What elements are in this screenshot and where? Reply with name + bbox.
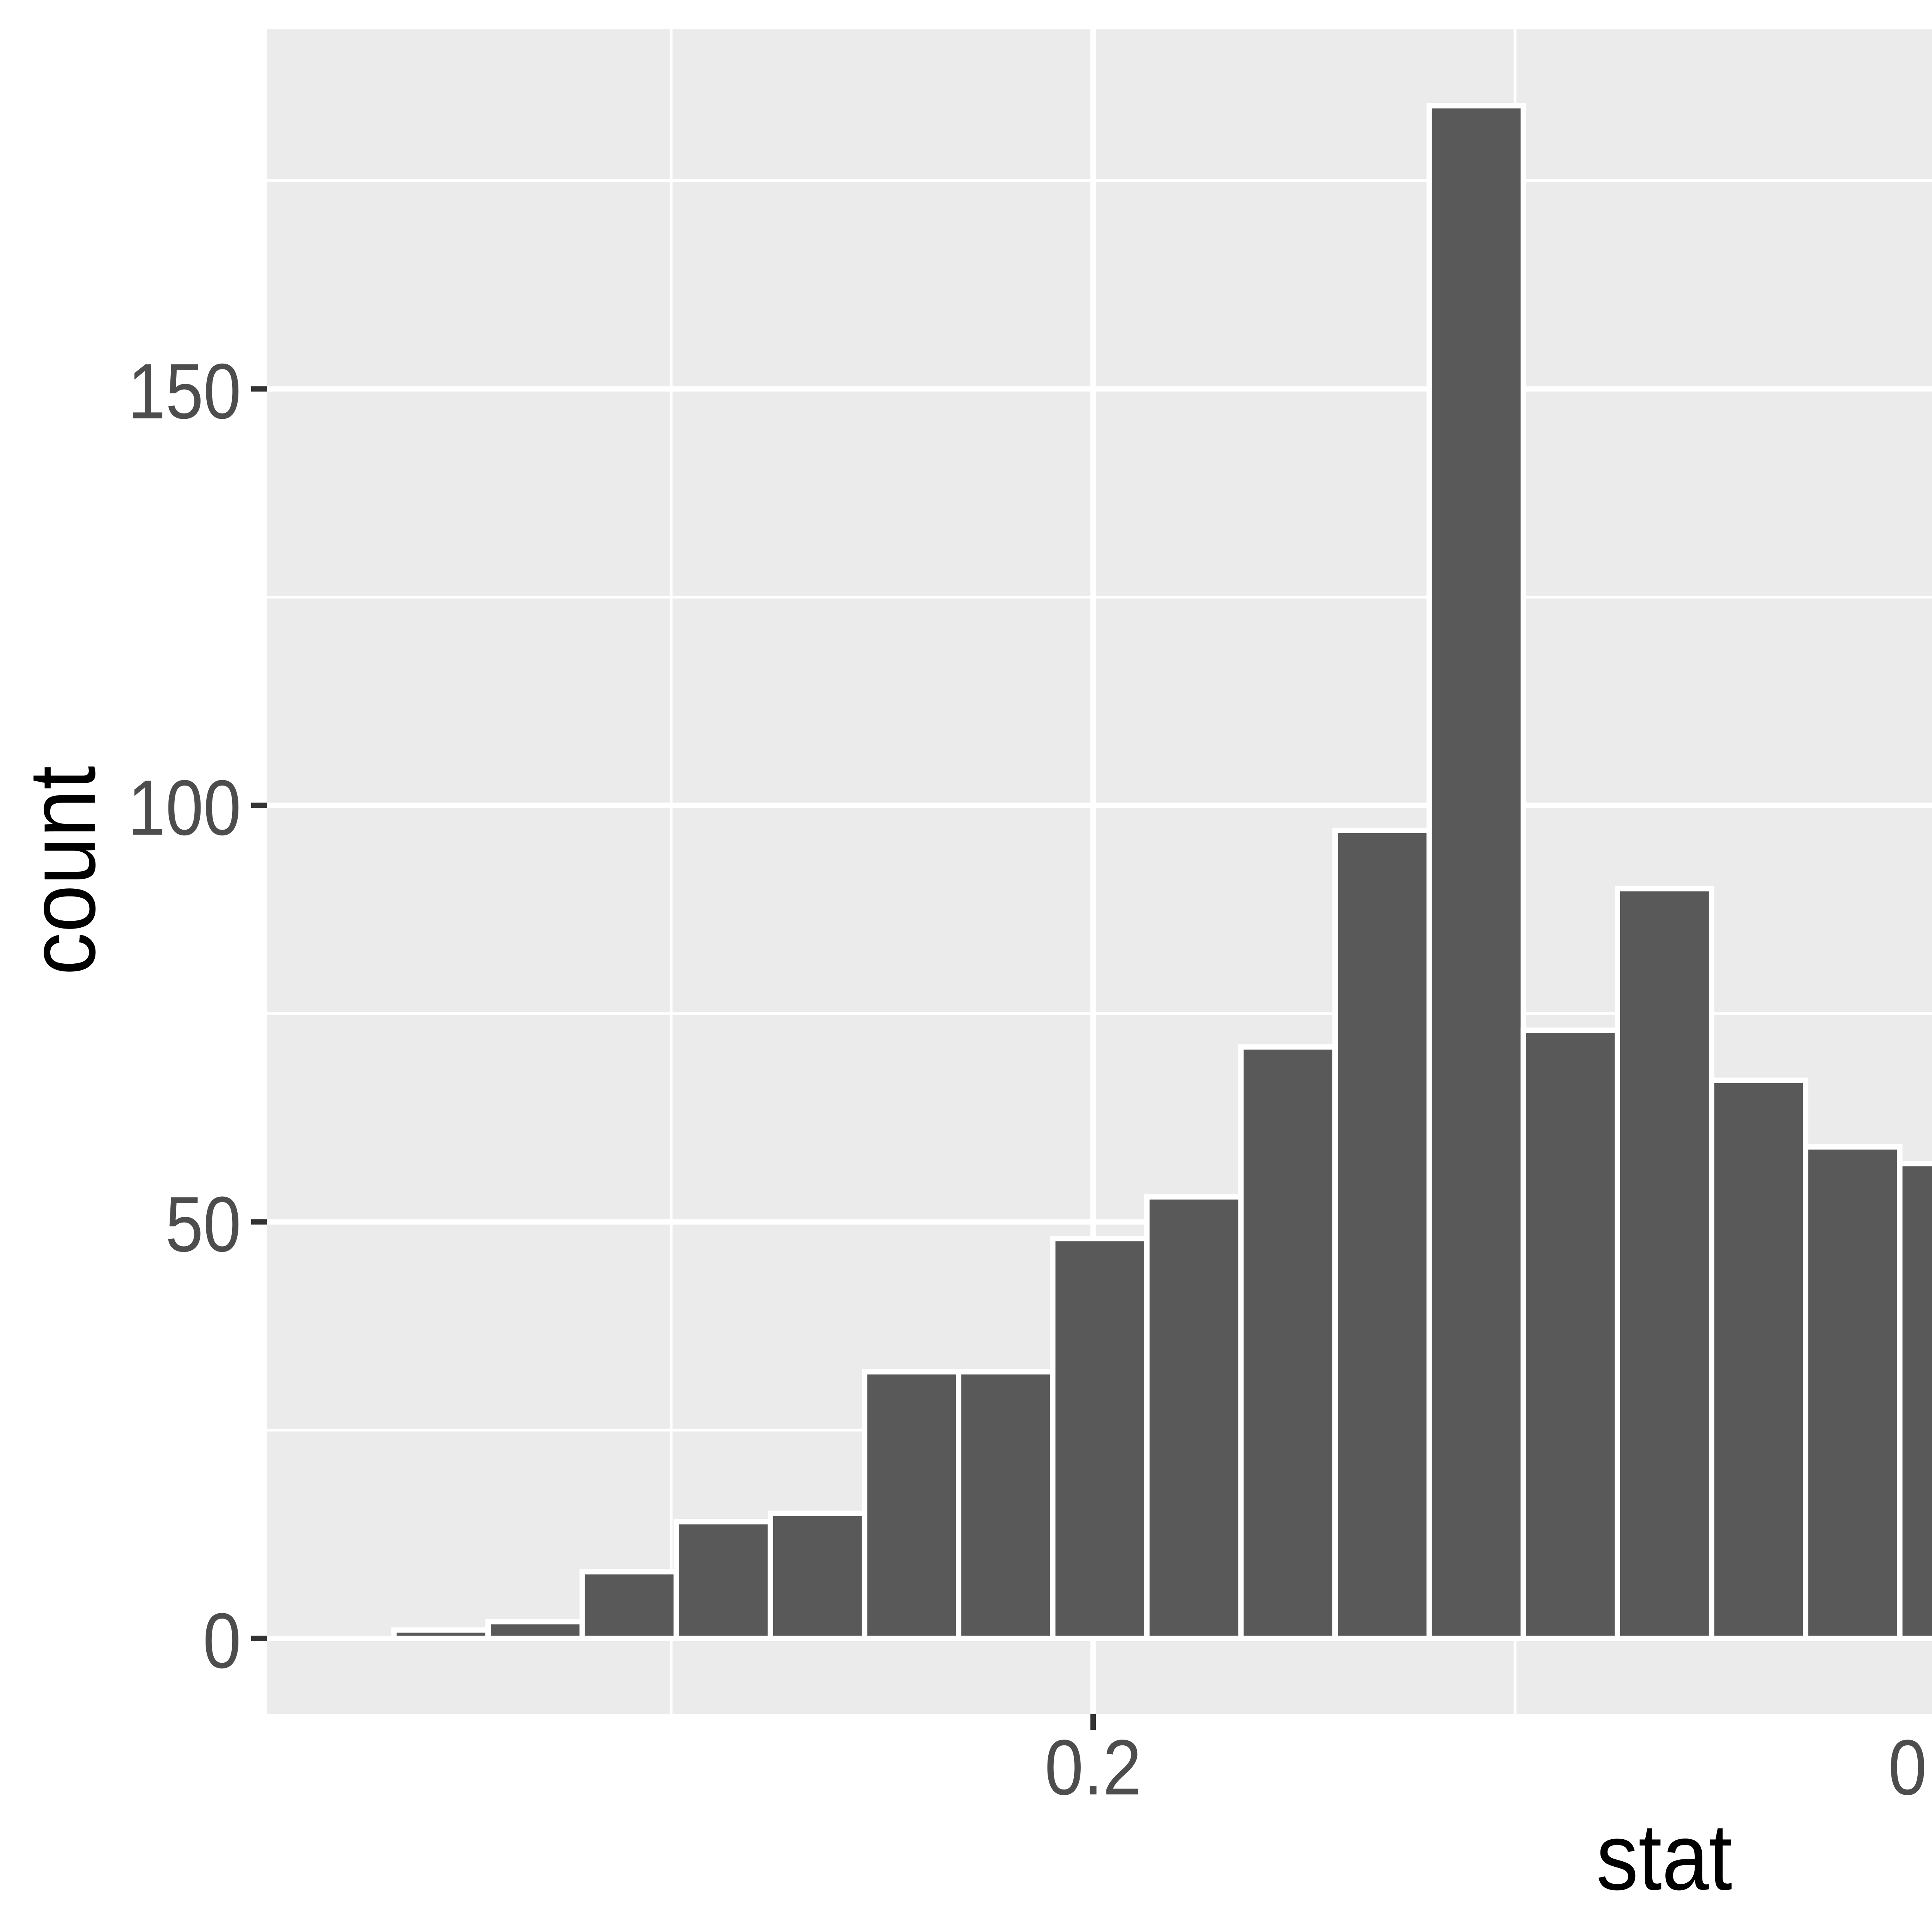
svg-text:count: count (9, 766, 115, 975)
svg-text:0.3: 0.3 (1888, 1724, 1932, 1811)
svg-text:0: 0 (203, 1597, 241, 1685)
svg-text:100: 100 (128, 764, 241, 852)
svg-text:50: 50 (165, 1180, 241, 1268)
svg-text:150: 150 (128, 348, 241, 435)
svg-text:0.2: 0.2 (1045, 1724, 1142, 1811)
svg-text:stat: stat (1596, 1804, 1732, 1910)
